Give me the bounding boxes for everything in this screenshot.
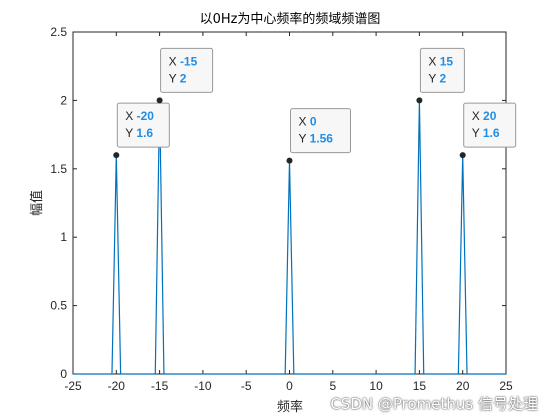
datatip-y-key: Y [428,71,439,85]
y-tick-label: 0.5 [50,299,67,313]
datatip-y-value: 1.6 [483,126,500,140]
x-tick-label: 0 [286,379,293,393]
datatip-marker[interactable] [416,97,423,104]
datatip-x-value: -20 [137,109,155,123]
datatip-y-key: Y [125,126,136,140]
datatip[interactable]: X -15Y 2 [156,47,214,104]
x-tick-label: 10 [369,379,383,393]
datatip-y-key: Y [299,132,310,146]
datatip-marker[interactable] [113,152,120,159]
datatip-y-row: Y 1.6 [472,126,500,140]
datatip-box [290,108,351,154]
datatip-y-value: 2 [180,71,187,85]
datatip-y-value: 1.6 [136,126,153,140]
datatip[interactable]: X 15Y 2 [416,47,465,104]
watermark: CSDN @Promethus 信号处理 [330,395,538,413]
datatip-marker[interactable] [459,152,466,159]
datatip[interactable]: X -20Y 1.6 [113,102,170,159]
datatip-x-value: 20 [483,109,497,123]
x-tick-label: 5 [329,379,336,393]
datatip-x-value: -15 [180,54,198,68]
x-tick-label: -15 [151,379,169,393]
y-tick-label: 2.5 [50,25,67,39]
x-tick-label: 25 [499,379,513,393]
datatip-marker[interactable] [156,97,163,104]
x-tick-label: 20 [456,379,470,393]
x-tick-label: -20 [108,379,126,393]
datatip-y-row: Y 1.56 [299,132,334,146]
datatip-x-value: 15 [440,54,454,68]
datatip-box [419,47,465,93]
x-tick-label: -25 [64,379,82,393]
datatip-marker[interactable] [286,157,293,164]
datatip-box [160,47,214,93]
datatip-x-row: X 0 [299,115,317,129]
datatip-x-key: X [428,54,439,68]
x-axis-label: 频率 [277,399,303,415]
x-tick-label: -5 [241,379,252,393]
datatip-y-row: Y 1.6 [125,126,153,140]
y-tick-label: 1.5 [50,162,67,176]
datatip-x-key: X [125,109,136,123]
x-tick-label: -10 [194,379,212,393]
datatip-x-key: X [299,115,310,129]
datatip-x-row: X 20 [472,109,497,123]
datatip-x-value: 0 [310,115,317,129]
datatip-y-value: 1.56 [310,132,334,146]
y-axis-label: 幅值 [29,190,45,216]
datatip-x-row: X -20 [125,109,154,123]
datatip-box [116,102,170,148]
datatip-y-key: Y [169,71,180,85]
y-tick-label: 0 [60,367,67,381]
datatip-x-row: X 15 [428,54,453,68]
datatip-x-row: X -15 [169,54,198,68]
datatip[interactable]: X 20Y 1.6 [459,102,517,159]
x-tick-label: 15 [413,379,427,393]
chart-title: 以0Hz为中心频率的频域频谱图 [200,11,381,27]
x-axis: -25 -20 -15 -10 -5 0 5 10 15 20 25 [64,32,513,393]
datatip-x-key: X [472,109,483,123]
datatip-y-key: Y [472,126,483,140]
y-tick-label: 1 [60,230,67,244]
datatip-y-row: Y 2 [169,71,187,85]
datatip-y-row: Y 2 [428,71,446,85]
y-tick-label: 2 [60,93,67,107]
datatip-x-key: X [169,54,180,68]
datatip-y-value: 2 [440,71,447,85]
datatip[interactable]: X 0Y 1.56 [286,108,351,164]
datatip-box [463,102,517,148]
